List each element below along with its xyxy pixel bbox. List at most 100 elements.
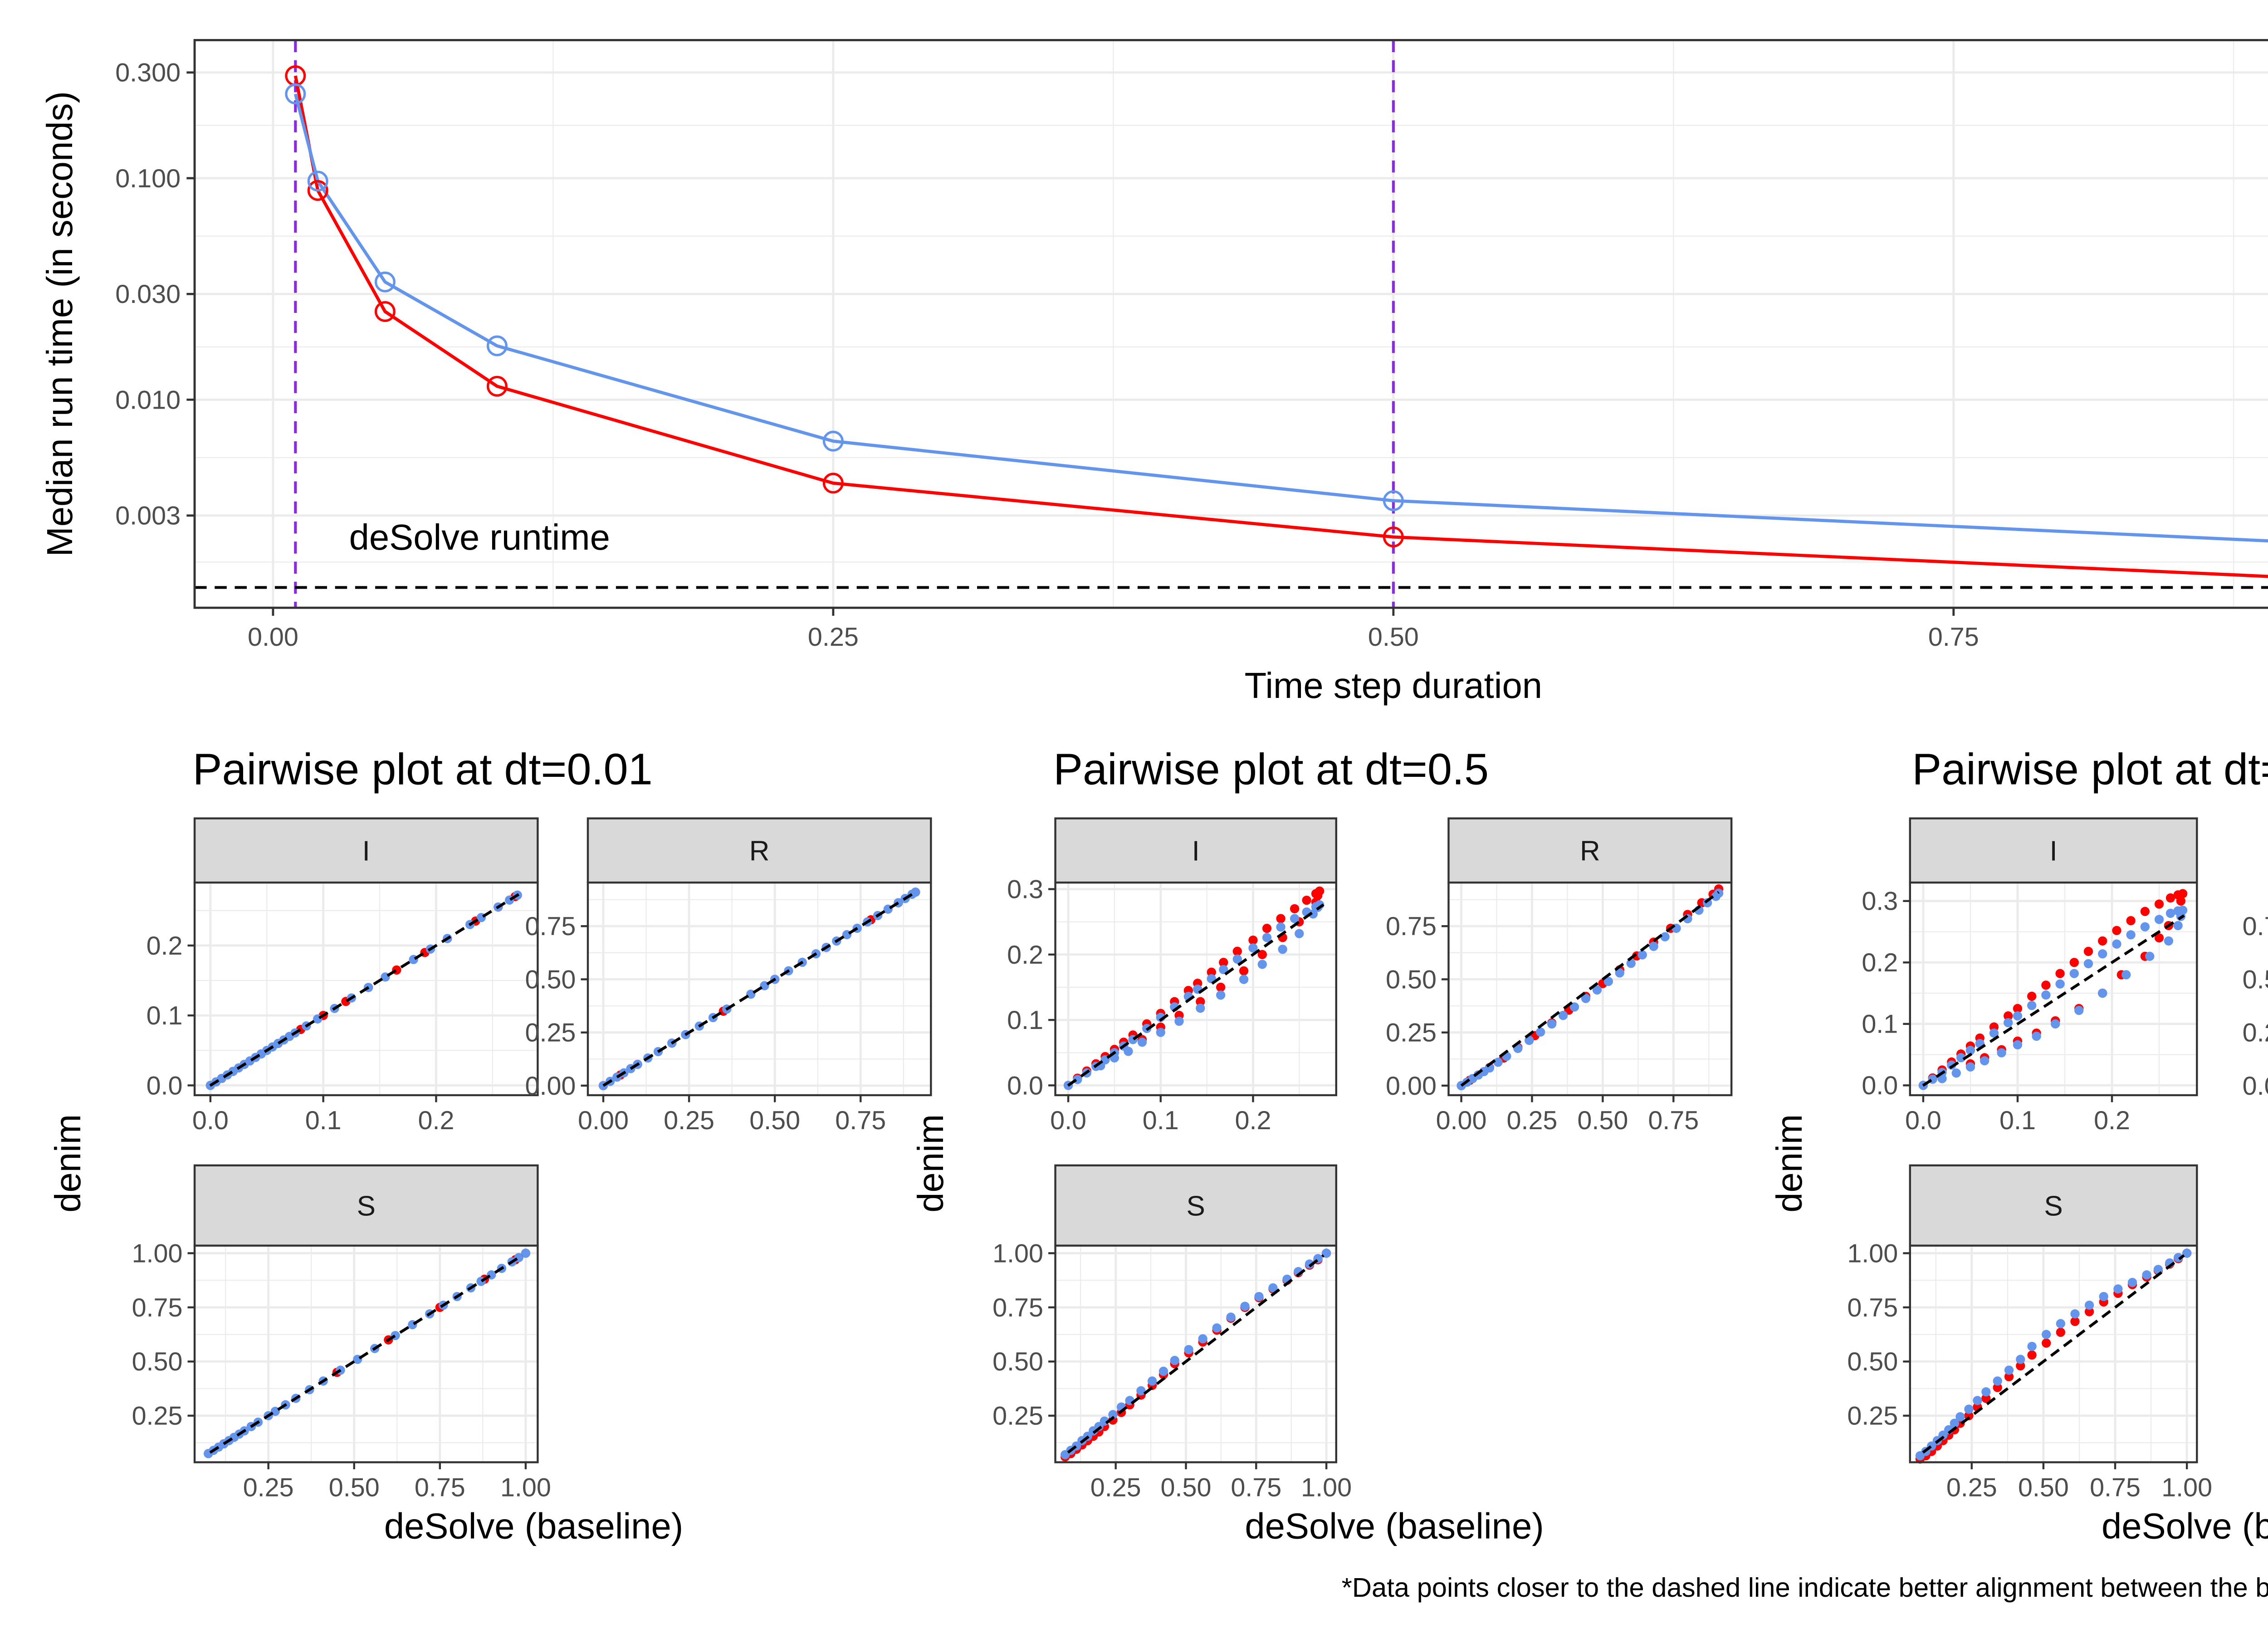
series-lines bbox=[285, 65, 2268, 578]
facet-I: I 0.0 0.1 0.2 0.0 0.1 0.2 0.3 bbox=[1007, 817, 1337, 1135]
scatter-point bbox=[2127, 1277, 2137, 1287]
scatter-point bbox=[1603, 977, 1613, 986]
scatter-point bbox=[2112, 926, 2121, 936]
x-tick-label: 0.2 bbox=[2094, 1106, 2130, 1135]
scatter-point bbox=[1947, 1060, 1956, 1070]
scatter-point bbox=[2070, 1309, 2080, 1319]
scatter-point bbox=[1290, 904, 1300, 914]
scatter-point bbox=[1302, 895, 1311, 905]
facet-R: R 0.00 0.25 0.50 0.75 0.00 0.25 0.50 0.75 bbox=[525, 817, 932, 1135]
scatter-point bbox=[1257, 960, 1267, 969]
y-tick-label: 0.3 bbox=[1007, 875, 1043, 904]
facet-strip-label: R bbox=[1580, 836, 1600, 867]
scatter-point bbox=[2113, 1284, 2123, 1294]
x-tick-label: 1.00 bbox=[500, 1473, 551, 1502]
scatter-point bbox=[1637, 950, 1647, 960]
y-tick-label: 0.2 bbox=[147, 931, 183, 960]
scatter-point bbox=[1262, 923, 1272, 933]
facet-R: R 0.00 0.25 0.50 0.75 0.00 0.25 0.50 0.75 bbox=[1386, 817, 1733, 1135]
scatter-point bbox=[1124, 1047, 1133, 1056]
x-tick-label: 0.50 bbox=[2018, 1473, 2069, 1502]
scatter-point bbox=[1137, 1037, 1147, 1047]
data-point bbox=[822, 430, 844, 452]
scatter-point bbox=[2140, 922, 2150, 931]
scatter-point bbox=[2041, 990, 2051, 1000]
y-tick-label: 0.75 bbox=[1847, 1293, 1898, 1322]
y-tick-label: 0.50 bbox=[525, 965, 576, 994]
scatter-point bbox=[1592, 985, 1602, 995]
x-tick-label: 1.00 bbox=[1301, 1473, 1352, 1502]
x-tick-label: 0.50 bbox=[749, 1106, 800, 1135]
x-tick-label: 0.75 bbox=[1231, 1473, 1281, 1502]
x-tick-label: 0.00 bbox=[578, 1106, 629, 1135]
scatter-point bbox=[1547, 1019, 1557, 1029]
scatter-point bbox=[1158, 1366, 1168, 1376]
scatter-point bbox=[2173, 921, 2183, 931]
x-tick-label: 0.50 bbox=[1161, 1473, 1212, 1502]
desolve-runtime-annotation: deSolve runtime bbox=[349, 517, 610, 557]
scatter-point bbox=[2069, 969, 2079, 978]
scatter-point bbox=[1305, 1259, 1315, 1269]
scatter-point bbox=[1248, 943, 1258, 953]
scatter-point bbox=[2056, 1327, 2066, 1337]
scatter-point bbox=[2084, 1300, 2094, 1310]
y-tick-label: 0.010 bbox=[115, 385, 181, 414]
facet-border bbox=[1054, 1244, 1337, 1463]
y-tick-label: 0.0 bbox=[147, 1071, 183, 1100]
facet-strip bbox=[1054, 1164, 1337, 1247]
pairwise-plot-dt-1: Pairwise plot at dt=1 denim deSolve (basel… bbox=[1769, 744, 2268, 1546]
scatter-point bbox=[1232, 946, 1242, 956]
pairwise-plot-title: Pairwise plot at dt=1 bbox=[1912, 744, 2268, 794]
data-point bbox=[285, 83, 306, 105]
scatter-point bbox=[2084, 1307, 2094, 1316]
facet-strip bbox=[193, 817, 539, 884]
scatter-point bbox=[1955, 1412, 1965, 1422]
data-point bbox=[822, 473, 844, 494]
x-tick-label: 0.00 bbox=[248, 623, 298, 652]
scatter-point bbox=[1174, 1016, 1184, 1026]
scatter-point bbox=[2051, 1019, 2060, 1029]
y-tick-label: 0.50 bbox=[1847, 1347, 1898, 1376]
y-tick-label: 0.00 bbox=[2243, 1072, 2268, 1101]
identity-reference-line bbox=[209, 1254, 523, 1454]
scatter-point bbox=[1956, 1053, 1966, 1063]
pairwise-plot-title: Pairwise plot at dt=0.5 bbox=[1053, 744, 1489, 794]
scatter-point bbox=[2154, 915, 2164, 924]
data-point bbox=[486, 335, 508, 356]
scatter-point bbox=[2069, 958, 2079, 967]
y-tick-label: 0.1 bbox=[1007, 1006, 1043, 1035]
scatter-point bbox=[1973, 1396, 1982, 1405]
y-tick-label: 1.00 bbox=[1847, 1239, 1898, 1268]
data-point bbox=[1383, 527, 1404, 548]
y-tick-label: 0.0 bbox=[1862, 1071, 1898, 1100]
y-tick-label: 1.00 bbox=[992, 1239, 1043, 1268]
facet-S: S 0.25 0.50 0.75 1.00 0.25 0.50 0.75 1.00 bbox=[1847, 1164, 2212, 1502]
y-tick-label: 0.2 bbox=[1862, 948, 1898, 977]
scatter-point bbox=[2074, 1005, 2084, 1015]
scatter-point bbox=[2013, 1040, 2023, 1050]
scatter-point bbox=[1184, 1345, 1193, 1355]
x-tick-label: 0.75 bbox=[1928, 623, 1979, 652]
scatter-point bbox=[1981, 1394, 1991, 1403]
scatter-point bbox=[2027, 991, 2037, 1001]
facet-strip bbox=[1447, 817, 1733, 884]
scatter-point bbox=[2154, 933, 2164, 943]
scatter-point bbox=[1981, 1387, 1991, 1397]
y-tick-label: 0.1 bbox=[147, 1001, 183, 1030]
scatter-point bbox=[2176, 896, 2186, 906]
scatter-point bbox=[2004, 1372, 2014, 1381]
facet-strip bbox=[1054, 817, 1337, 884]
identity-reference-line bbox=[1922, 1254, 2185, 1454]
scatter-point bbox=[1989, 1028, 1999, 1038]
scatter-point bbox=[1581, 994, 1591, 1003]
x-tick-label: 0.25 bbox=[664, 1106, 714, 1135]
scatter-point bbox=[2099, 1292, 2108, 1302]
scatter-point bbox=[1239, 966, 1249, 976]
scatter-point bbox=[2004, 1011, 2013, 1021]
scatter-point bbox=[2004, 1365, 2014, 1375]
scatter-point bbox=[1965, 1062, 1975, 1072]
scatter-point bbox=[1212, 1323, 1222, 1333]
y-tick-label: 0.75 bbox=[525, 912, 576, 941]
